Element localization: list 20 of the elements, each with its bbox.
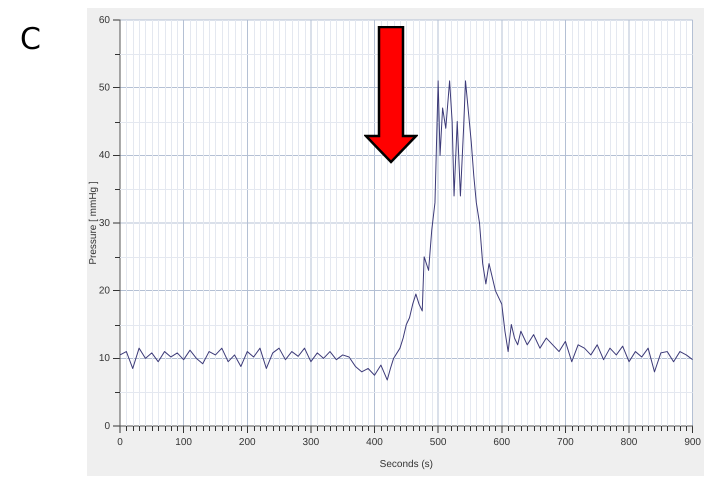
x-tick-label: 0 xyxy=(117,436,124,448)
text: C xyxy=(20,22,41,57)
x-tick-label: 600 xyxy=(493,436,511,448)
y-tick-label: 60 xyxy=(98,14,110,26)
x-tick-label: 500 xyxy=(430,436,447,448)
x-tick-label: 200 xyxy=(238,436,256,448)
y-tick-label: 30 xyxy=(98,218,110,229)
y-tick-label: 10 xyxy=(98,353,110,364)
y-tick-label: 20 xyxy=(98,285,110,296)
x-tick-label: 100 xyxy=(175,436,192,448)
y-axis-title: Pressure [ mmHg ] xyxy=(88,181,99,265)
y-tick-label: 0 xyxy=(104,420,110,432)
x-tick-label: 400 xyxy=(366,436,384,448)
x-tick-label: 800 xyxy=(620,436,638,448)
y-tick-label: 50 xyxy=(98,82,110,94)
x-axis-title: Seconds (s) xyxy=(380,458,434,470)
x-tick-label: 700 xyxy=(557,436,574,448)
x-tick-label: 900 xyxy=(684,436,702,448)
y-tick-label: 40 xyxy=(98,150,110,162)
x-tick-label: 300 xyxy=(302,436,320,448)
